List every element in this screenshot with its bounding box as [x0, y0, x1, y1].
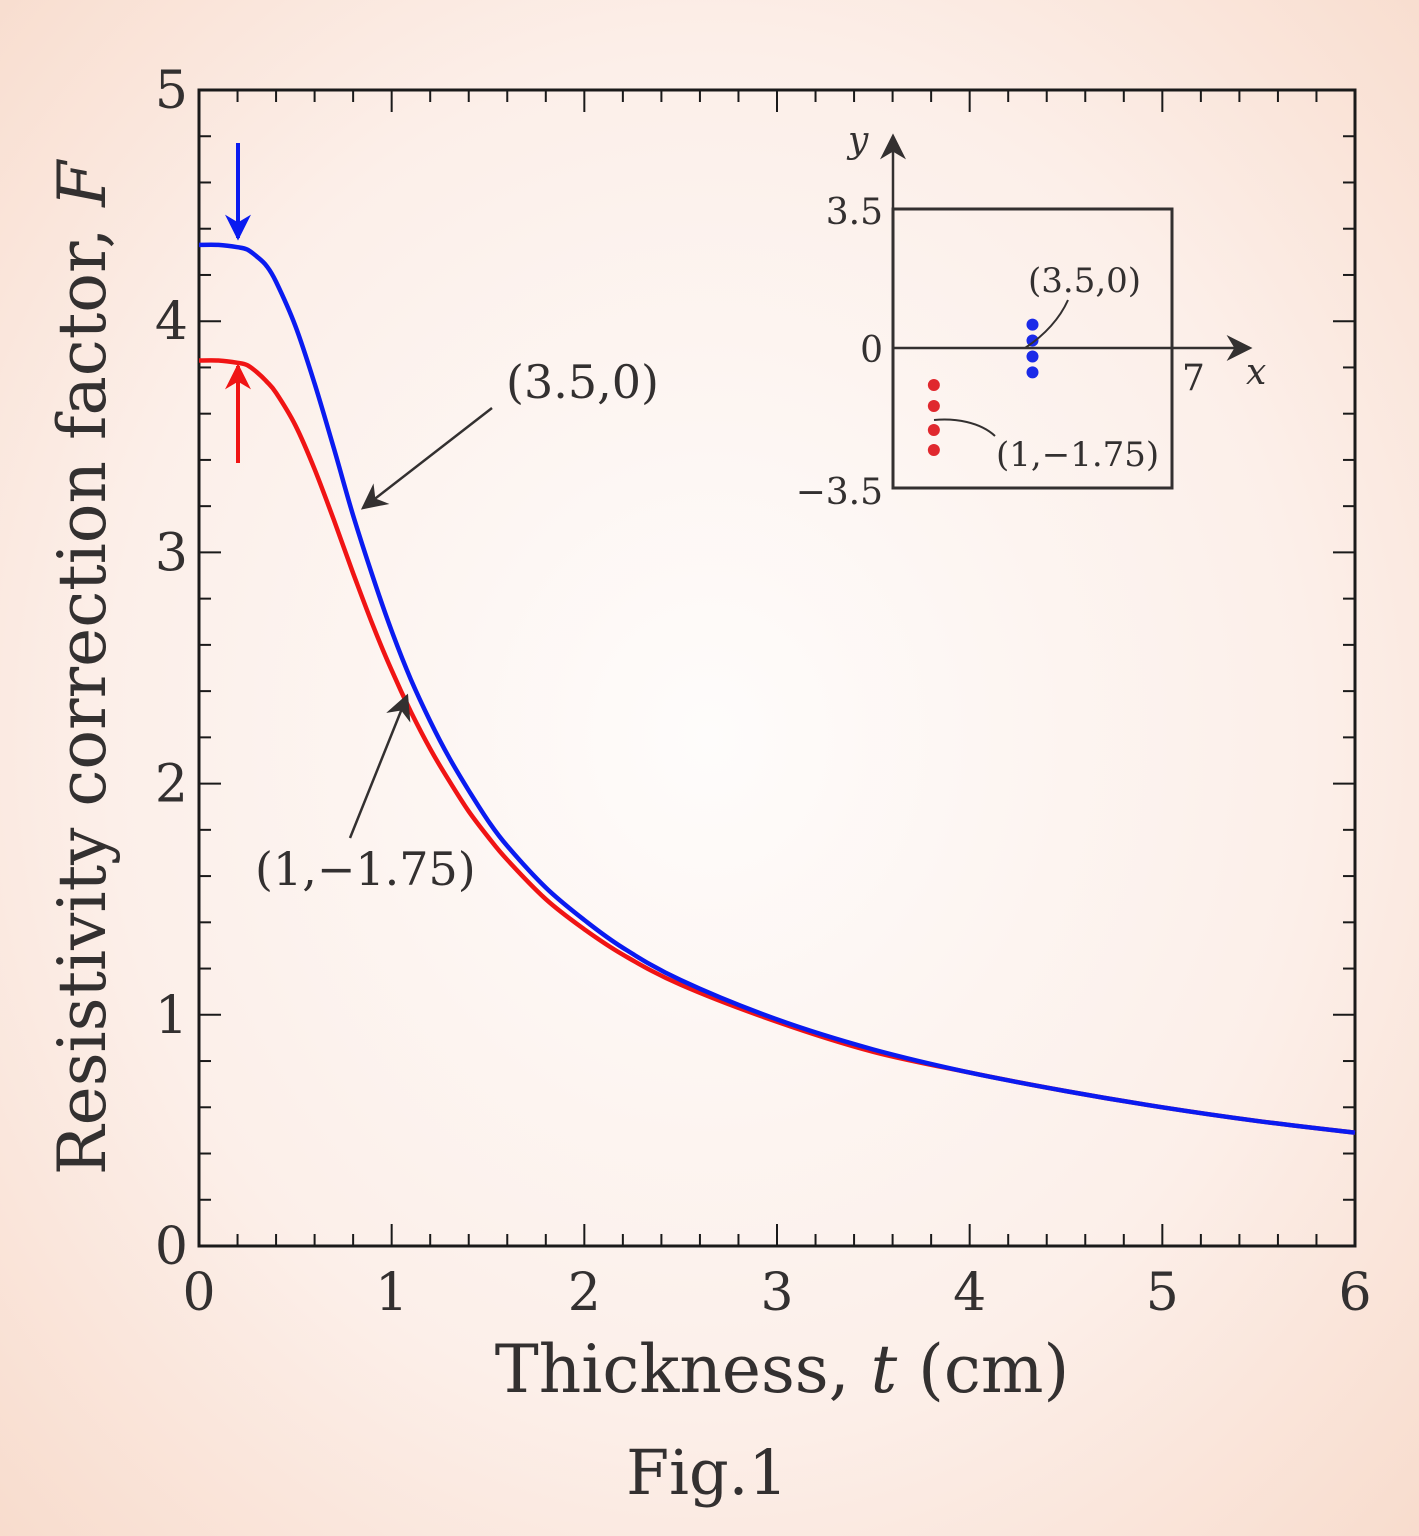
y-tick-label: 5 [155, 61, 188, 121]
x-axis-label: Thickness, t (cm) [495, 1331, 1069, 1408]
y-tick-label: 1 [155, 986, 188, 1046]
red-annotation-label: (1,−1.75) [255, 842, 476, 896]
inset-tick-y-top: 3.5 [826, 192, 883, 233]
inset-x-axis-label: x [1246, 352, 1266, 393]
inset-red-point [927, 379, 940, 391]
y-tick-label: 0 [155, 1217, 188, 1277]
x-tick-label: 4 [953, 1263, 986, 1323]
x-tick-labels: 0 1 2 3 4 5 6 [182, 1263, 1371, 1323]
plot-frame [197, 88, 1357, 1248]
x-tick-label: 0 [182, 1263, 215, 1323]
figure-caption: Fig.1 [626, 1436, 788, 1509]
axis-ticks [198, 89, 1356, 1247]
series-line-red [198, 358, 1356, 1135]
inset-tick-y-bottom: −3.5 [796, 472, 883, 513]
blue-annotation-arrow [360, 407, 493, 510]
y-tick-label: 2 [155, 755, 188, 815]
inset-points [927, 318, 1039, 456]
inset-red-point [927, 400, 940, 412]
inset-tick-x-right: 7 [1182, 358, 1205, 399]
x-tick-label: 3 [760, 1263, 793, 1323]
y-axis-label: Resistivity correction factor, F [44, 159, 121, 1175]
inset-blue-point [1026, 318, 1039, 331]
series-group [198, 242, 1356, 1135]
inset-red-label: (1,−1.75) [996, 435, 1159, 475]
inset-red-leader [933, 418, 996, 437]
x-tick-label: 6 [1338, 1263, 1371, 1323]
y-tick-label: 4 [155, 292, 188, 352]
x-tick-label: 2 [568, 1263, 601, 1323]
inset-diagram: y x 3.5 0 −3.5 7 (3.5,0) (1,−1.75) [796, 120, 1267, 513]
inset-red-point [927, 424, 940, 436]
inset-blue-point [1026, 334, 1039, 347]
blue-annotation-label: (3.5,0) [506, 355, 659, 409]
x-tick-label: 5 [1146, 1263, 1179, 1323]
inset-y-axis-label: y [846, 120, 869, 161]
inset-blue-point [1026, 350, 1039, 363]
x-tick-label: 1 [375, 1263, 408, 1323]
y-tick-label: 3 [155, 523, 188, 583]
inset-red-point [927, 444, 940, 456]
inset-blue-leader [1024, 299, 1069, 349]
inset-blue-point [1026, 366, 1039, 379]
inset-tick-y-zero: 0 [860, 330, 883, 371]
series-line-blue [198, 242, 1356, 1135]
y-tick-labels: 0 1 2 3 4 5 [155, 61, 188, 1277]
red-annotation-arrow [348, 693, 411, 839]
inset-blue-label: (3.5,0) [1028, 261, 1141, 301]
